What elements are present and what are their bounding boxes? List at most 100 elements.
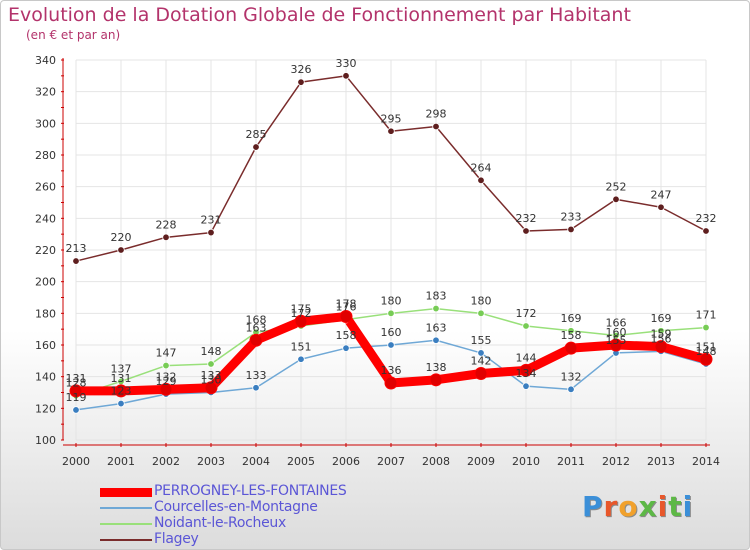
data-point [609, 338, 623, 352]
data-label: 228 [156, 218, 177, 231]
data-point [657, 327, 665, 335]
data-label: 180 [381, 294, 402, 307]
data-label: 264 [471, 161, 492, 174]
data-label: 247 [651, 188, 672, 201]
y-tick-label: 120 [35, 402, 56, 415]
y-tick-label: 100 [35, 434, 56, 447]
data-point [474, 367, 488, 380]
data-label: 180 [471, 294, 492, 307]
data-label: 178 [336, 298, 357, 311]
x-tick-label: 2000 [62, 455, 90, 468]
data-point [432, 122, 440, 131]
data-label: 232 [516, 212, 537, 225]
y-tick-label: 180 [35, 307, 56, 320]
data-label: 166 [606, 317, 627, 330]
data-point [384, 376, 398, 390]
data-point [204, 381, 218, 395]
data-point [387, 341, 395, 349]
series-points [69, 72, 713, 414]
data-point [702, 227, 710, 235]
data-label: 137 [111, 362, 132, 375]
data-point [339, 310, 353, 323]
data-label: 132 [561, 370, 582, 383]
y-tick-label: 140 [35, 371, 56, 384]
data-point [162, 361, 170, 370]
data-point [297, 78, 305, 86]
data-point [432, 336, 440, 344]
data-label: 183 [426, 290, 447, 303]
data-label: 147 [156, 347, 177, 360]
data-label: 148 [696, 345, 717, 358]
legend-swatch [100, 487, 152, 497]
data-label: 151 [291, 340, 312, 353]
data-label: 131 [66, 372, 87, 385]
data-point [477, 176, 485, 185]
legend-label: Courcelles-en-Montagne [154, 499, 318, 515]
data-point [567, 327, 575, 335]
legend-label: Flagey [154, 531, 199, 547]
data-label: 148 [201, 345, 222, 358]
y-tick-label: 220 [35, 244, 56, 257]
x-tick-label: 2004 [242, 455, 270, 468]
legend-swatch [100, 507, 152, 509]
data-point [657, 203, 665, 211]
x-tick-label: 2013 [647, 455, 675, 468]
data-point [612, 195, 620, 204]
x-tick-label: 2007 [377, 455, 405, 468]
data-label: 330 [336, 57, 357, 70]
data-label: 155 [471, 334, 492, 347]
data-label: 172 [291, 307, 312, 320]
proxiti-logo: Proxiti [582, 490, 694, 523]
chart-title: Evolution de la Dotation Globale de Fonc… [8, 4, 631, 26]
data-label: 160 [606, 326, 627, 339]
y-tick-label: 300 [35, 117, 56, 130]
data-label: 233 [561, 210, 582, 223]
data-label: 232 [696, 212, 717, 225]
data-point [72, 257, 80, 265]
data-point [117, 399, 125, 408]
data-label: 298 [426, 108, 447, 121]
data-label: 169 [651, 312, 672, 325]
data-label: 134 [516, 367, 537, 380]
data-label: 163 [246, 321, 267, 334]
data-label: 119 [66, 391, 87, 404]
data-label: 132 [156, 370, 177, 383]
data-point [159, 382, 173, 396]
data-point [72, 406, 80, 414]
x-tick-label: 2005 [287, 455, 315, 468]
y-tick-label: 200 [35, 276, 56, 289]
data-point [699, 352, 713, 366]
data-point [519, 363, 533, 377]
data-point [162, 233, 170, 242]
data-label: 285 [246, 128, 267, 141]
y-tick-label: 160 [35, 339, 56, 352]
data-point [252, 143, 260, 151]
data-point [429, 373, 443, 387]
x-tick-label: 2008 [422, 455, 450, 468]
data-point [207, 360, 215, 368]
x-tick-label: 2014 [692, 455, 720, 468]
legend-swatch [100, 523, 152, 525]
data-label: 160 [381, 326, 402, 339]
data-point [567, 385, 575, 394]
data-point [567, 225, 575, 234]
data-label: 159 [651, 328, 672, 341]
data-point [114, 384, 128, 398]
x-tick-label: 2002 [152, 455, 180, 468]
data-label: 326 [291, 63, 312, 76]
data-label: 168 [246, 313, 267, 326]
data-label: 123 [111, 385, 132, 398]
data-label: 158 [561, 329, 582, 342]
x-tick-label: 2006 [332, 455, 360, 468]
data-point [654, 340, 668, 354]
data-point [207, 228, 215, 237]
data-label: 176 [336, 301, 357, 314]
chart-subtitle: (en € et par an) [26, 28, 121, 42]
tick-labels: 100 120 140 160 180 200 220 240 260 280 300 320 340 2… [35, 54, 720, 468]
data-label: 133 [201, 369, 222, 382]
data-point [69, 384, 83, 398]
data-label: 129 [156, 375, 177, 388]
y-tick-label: 280 [35, 149, 56, 162]
data-label: 136 [381, 364, 402, 377]
data-label: 169 [561, 312, 582, 325]
